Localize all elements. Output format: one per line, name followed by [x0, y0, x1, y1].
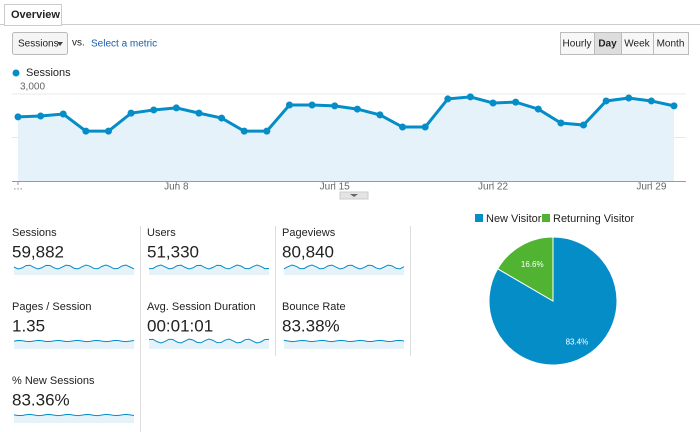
- sessions-area: [18, 96, 674, 181]
- legend-swatch: [542, 214, 550, 222]
- data-point: [376, 111, 384, 119]
- x-tick-label: Jun 29: [636, 182, 666, 193]
- tab[interactable]: [4, 4, 62, 26]
- sparkline: [13, 413, 135, 417]
- metric-value: 80,840: [282, 242, 334, 261]
- sessions-line: [17, 95, 675, 133]
- data-point: [59, 110, 67, 118]
- data-point: [557, 119, 565, 127]
- metric-label: Pages / Session: [12, 301, 92, 313]
- sparkline: [283, 264, 405, 270]
- data-point: [512, 98, 520, 106]
- legend-marker: [12, 69, 20, 77]
- sparkline-area: [14, 265, 134, 275]
- legend-swatch: [475, 214, 483, 222]
- collapse-arrow: [350, 194, 358, 197]
- select-metric-link[interactable]: Select a metric: [91, 39, 157, 50]
- sparkline: [13, 264, 135, 270]
- data-point: [218, 114, 226, 122]
- granularity-button[interactable]: [653, 32, 689, 55]
- data-point: [670, 102, 678, 110]
- sparkline: [148, 338, 270, 344]
- data-point: [444, 95, 452, 103]
- data-point: [602, 97, 610, 105]
- pie-slice: [497, 236, 554, 302]
- data-point: [285, 101, 293, 109]
- data-point: [82, 127, 90, 135]
- data-point: [647, 97, 655, 105]
- data-point: [399, 123, 407, 131]
- sparkline-area: [14, 340, 134, 349]
- sparkline: [283, 339, 405, 343]
- sparkline-area: [149, 339, 269, 349]
- vs-label: vs.: [72, 38, 85, 49]
- metric-dropdown-label[interactable]: Sessions: [18, 39, 59, 50]
- metric-value: 51,330: [147, 242, 199, 261]
- legend-label: Returning Visitor: [553, 213, 634, 225]
- data-point: [127, 109, 135, 117]
- metric-value: 83.38%: [282, 316, 340, 335]
- metric-label: Bounce Rate: [282, 301, 346, 313]
- metric-dropdown[interactable]: [12, 32, 68, 55]
- data-point: [580, 121, 588, 129]
- sparkline-area: [284, 340, 404, 349]
- granularity-label[interactable]: Day: [598, 39, 617, 50]
- granularity-label[interactable]: Month: [657, 39, 685, 50]
- y-tick-label: 3,000: [20, 82, 45, 93]
- sparkline: [13, 339, 135, 343]
- dropdown-arrow: [57, 42, 63, 46]
- metric-label: Pageviews: [282, 227, 336, 239]
- data-point: [263, 127, 271, 135]
- data-point: [625, 94, 633, 102]
- metric-value: 83.36%: [12, 390, 70, 409]
- metric-label: Sessions: [12, 227, 57, 239]
- data-point: [150, 106, 158, 114]
- pie-label: 16.6%: [521, 260, 544, 269]
- sparkline-area: [149, 265, 269, 275]
- metric-value: 59,882: [12, 242, 64, 261]
- data-point: [14, 113, 22, 121]
- metric-label: Avg. Session Duration: [147, 301, 256, 313]
- x-tick-label: Jun 22: [478, 182, 508, 193]
- granularity-label[interactable]: Week: [624, 39, 650, 50]
- metric-value: 1.35: [12, 316, 45, 335]
- data-point: [240, 127, 248, 135]
- data-point: [466, 93, 474, 101]
- data-point: [421, 123, 429, 131]
- data-point: [308, 101, 316, 109]
- sparkline: [148, 264, 270, 270]
- pie-slice: [488, 236, 618, 366]
- metric-label: % New Sessions: [12, 375, 95, 387]
- x-tick-label: Jun 8: [164, 182, 189, 193]
- metric-value: 00:01:01: [147, 316, 213, 335]
- data-point: [172, 104, 180, 112]
- metric-label: Users: [147, 227, 176, 239]
- sparkline-area: [14, 414, 134, 423]
- data-point: [489, 99, 497, 107]
- legend-label: New Visitor: [486, 213, 542, 225]
- data-point: [195, 109, 203, 117]
- x-tick-label: Jun 15: [320, 182, 350, 193]
- data-point: [353, 105, 361, 113]
- data-point: [104, 127, 112, 135]
- data-point: [37, 112, 45, 120]
- data-point: [534, 105, 542, 113]
- pie-label: 83.4%: [566, 338, 589, 347]
- sparkline-area: [284, 265, 404, 275]
- granularity-label[interactable]: Hourly: [563, 39, 592, 50]
- data-point: [331, 102, 339, 110]
- tab-label[interactable]: Overview: [11, 9, 60, 21]
- legend-label: Sessions: [26, 67, 71, 79]
- x-tick-label: …: [13, 182, 23, 193]
